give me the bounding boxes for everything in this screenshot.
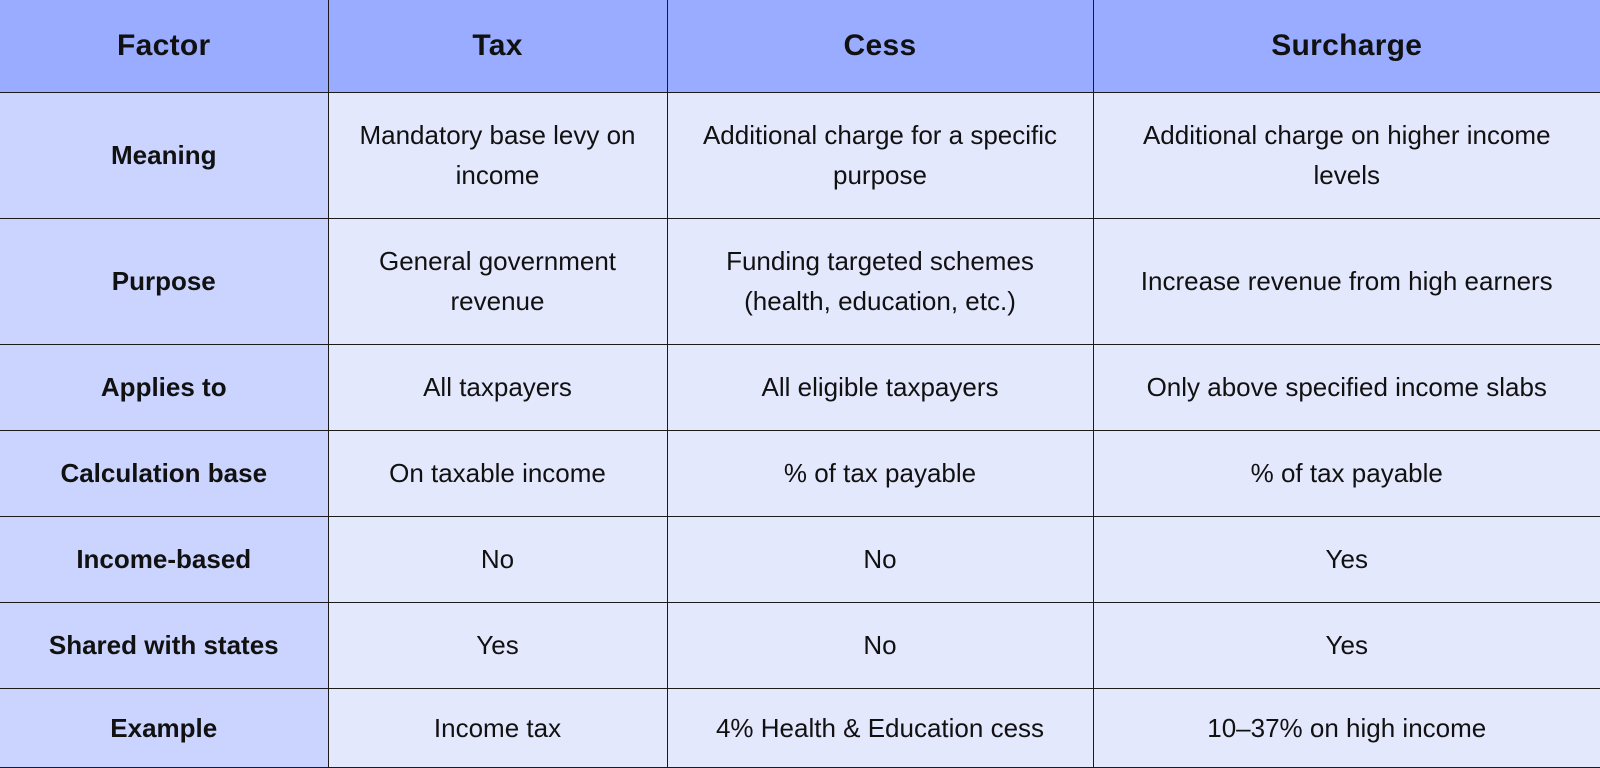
row-factor: Applies to xyxy=(0,343,329,431)
row-factor: Income-based xyxy=(0,515,329,603)
cell-tax: Income tax xyxy=(327,687,668,768)
table-row: Income-based No No Yes xyxy=(0,515,1600,603)
cell-cess: Funding targeted schemes (health, educat… xyxy=(666,217,1094,345)
table-row: Applies to All taxpayers All eligible ta… xyxy=(0,343,1600,431)
header-surcharge: Surcharge xyxy=(1092,0,1600,93)
cell-cess: % of tax payable xyxy=(666,429,1094,517)
cell-cess: Additional charge for a specific purpose xyxy=(666,91,1094,219)
cell-tax: Yes xyxy=(327,601,668,689)
cell-surcharge: Increase revenue from high earners xyxy=(1092,217,1600,345)
cell-surcharge: 10–37% on high income xyxy=(1092,687,1600,768)
row-factor: Example xyxy=(0,687,329,768)
header-cess: Cess xyxy=(666,0,1094,93)
cell-surcharge: Only above specified income slabs xyxy=(1092,343,1600,431)
cell-tax: All taxpayers xyxy=(327,343,668,431)
cell-cess: 4% Health & Education cess xyxy=(666,687,1094,768)
table-row: Calculation base On taxable income % of … xyxy=(0,429,1600,517)
cell-surcharge: % of tax payable xyxy=(1092,429,1600,517)
header-factor: Factor xyxy=(0,0,329,93)
cell-cess: No xyxy=(666,601,1094,689)
row-factor: Shared with states xyxy=(0,601,329,689)
table-row: Shared with states Yes No Yes xyxy=(0,601,1600,689)
row-factor: Calculation base xyxy=(0,429,329,517)
row-factor: Meaning xyxy=(0,91,329,219)
cell-surcharge: Yes xyxy=(1092,515,1600,603)
header-tax: Tax xyxy=(327,0,668,93)
header-row: Factor Tax Cess Surcharge xyxy=(0,0,1600,93)
cell-cess: No xyxy=(666,515,1094,603)
cell-surcharge: Additional charge on higher income level… xyxy=(1092,91,1600,219)
cell-surcharge: Yes xyxy=(1092,601,1600,689)
cell-tax: On taxable income xyxy=(327,429,668,517)
row-factor: Purpose xyxy=(0,217,329,345)
table-row: Purpose General government revenue Fundi… xyxy=(0,217,1600,345)
cell-cess: All eligible taxpayers xyxy=(666,343,1094,431)
cell-tax: No xyxy=(327,515,668,603)
cell-tax: Mandatory base levy on income xyxy=(327,91,668,219)
table-row: Example Income tax 4% Health & Education… xyxy=(0,687,1600,768)
table-row: Meaning Mandatory base levy on income Ad… xyxy=(0,91,1600,219)
cell-tax: General government revenue xyxy=(327,217,668,345)
